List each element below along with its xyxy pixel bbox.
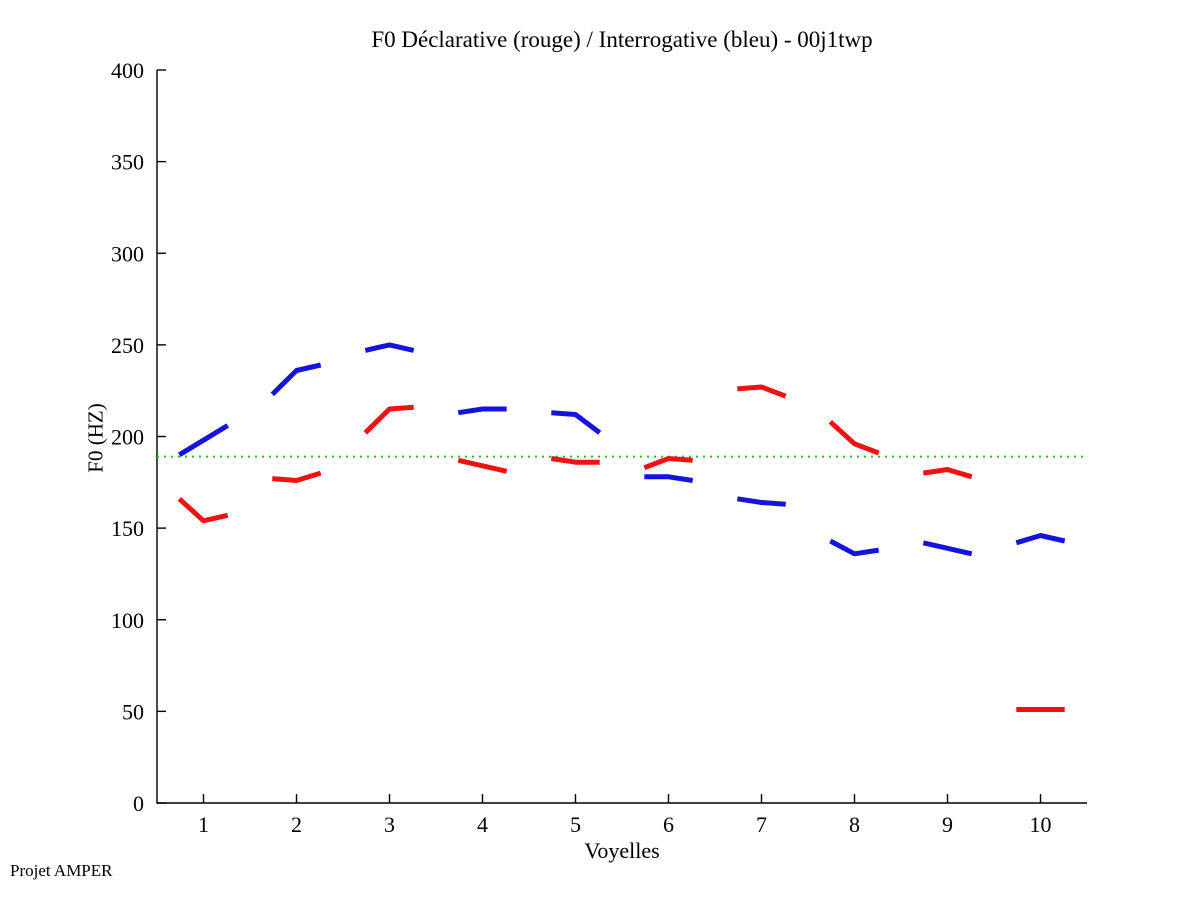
- x-tick-label: 4: [477, 812, 488, 837]
- project-footer: Projet AMPER: [10, 861, 113, 880]
- interrogative-segment: [551, 410, 602, 435]
- x-tick-label: 1: [198, 812, 209, 837]
- x-axis-label: Voyelles: [584, 838, 660, 863]
- declarative-segment: [363, 404, 414, 435]
- declarative-segment: [828, 419, 880, 456]
- interrogative-segment: [178, 423, 229, 457]
- declarative-segment: [272, 470, 322, 483]
- y-tick-label: 50: [122, 699, 144, 724]
- chart-title: F0 Déclarative (rouge) / Interrogative (…: [371, 27, 873, 52]
- y-tick-label: 250: [111, 333, 144, 358]
- declarative-segment: [922, 467, 973, 480]
- interrogative-segment: [1015, 533, 1066, 546]
- y-tick-label: 100: [111, 608, 144, 633]
- y-tick-label: 150: [111, 516, 144, 541]
- interrogative-segment: [829, 538, 880, 557]
- y-tick-label: 0: [133, 791, 144, 816]
- y-tick-label: 300: [111, 241, 144, 266]
- x-tick-label: 2: [291, 812, 302, 837]
- axis-spines: [156, 70, 1087, 804]
- interrogative-segment: [922, 540, 973, 557]
- x-tick-label: 10: [1030, 812, 1052, 837]
- declarative-segment: [643, 456, 693, 471]
- x-tick-label: 5: [570, 812, 581, 837]
- interrogative-segment: [644, 474, 694, 483]
- interrogative-segment: [364, 342, 415, 353]
- declarative-segment: [457, 457, 508, 474]
- y-tick-label: 200: [111, 425, 144, 450]
- x-tick-label: 9: [942, 812, 953, 837]
- x-tick-label: 6: [663, 812, 674, 837]
- x-tick-label: 7: [756, 812, 767, 837]
- y-tick-label: 400: [111, 58, 144, 83]
- declarative-segment: [177, 496, 229, 524]
- declarative-segment: [737, 384, 787, 399]
- interrogative-segment: [270, 362, 322, 397]
- x-tick-label: 3: [384, 812, 395, 837]
- y-tick-label: 350: [111, 150, 144, 175]
- interrogative-segment: [457, 406, 507, 416]
- interrogative-segment: [736, 496, 786, 507]
- x-tick-label: 8: [849, 812, 860, 837]
- declarative-segment: [550, 456, 600, 465]
